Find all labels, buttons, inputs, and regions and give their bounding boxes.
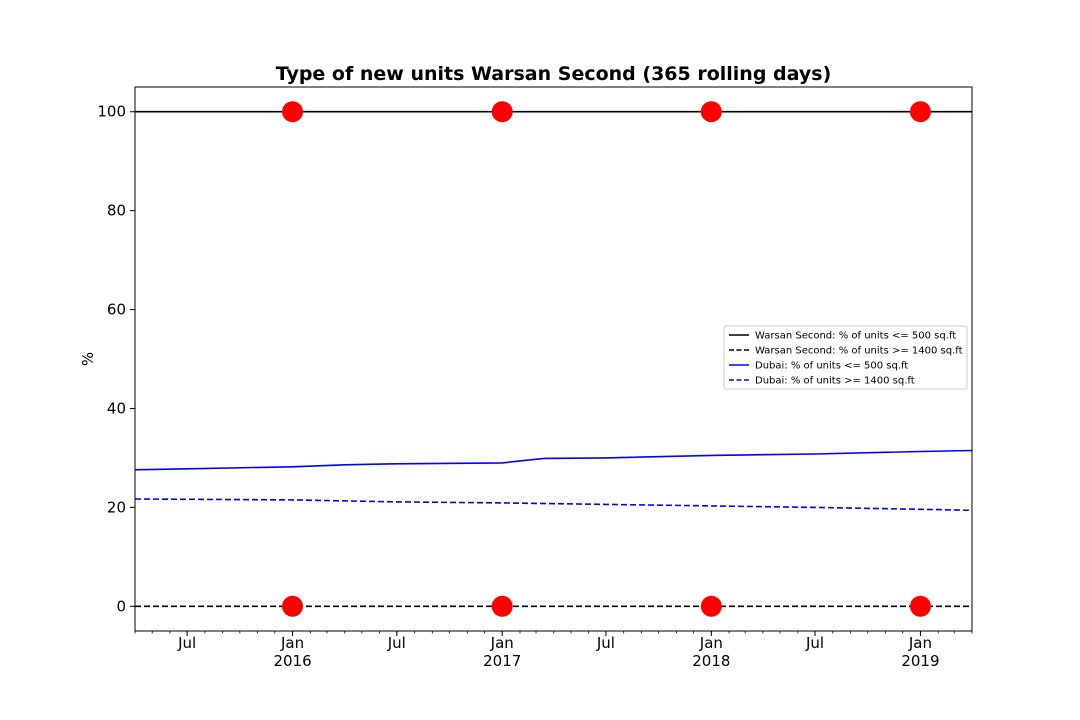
y-tick-label-4: 80 (107, 202, 126, 220)
x-tick-year-5: 2018 (692, 652, 730, 670)
x-tick-label-1: Jan (280, 634, 304, 652)
marker-bottom-2 (700, 595, 722, 617)
x-tick-year-7: 2019 (901, 652, 939, 670)
y-tick-label-2: 40 (107, 399, 126, 417)
y-tick-label-0: 0 (116, 597, 126, 615)
x-tick-label-5: Jan (699, 634, 723, 652)
x-tick-year-3: 2017 (483, 652, 521, 670)
legend-label-2: Dubai: % of units <= 500 sq.ft (755, 361, 908, 372)
x-tick-label-0: Jul (177, 634, 196, 652)
x-tick-label-7: Jan (908, 634, 932, 652)
y-tick-label-3: 60 (107, 301, 126, 319)
series-line-3 (134, 498, 973, 512)
x-tick-label-2: Jul (387, 634, 406, 652)
x-tick-year-1: 2016 (273, 652, 311, 670)
marker-top-3 (909, 101, 931, 123)
series-line-2 (134, 449, 973, 471)
marker-bottom-1 (491, 595, 513, 617)
legend-box (723, 325, 968, 390)
x-tick-label-6: Jul (805, 634, 824, 652)
y-tick-label-5: 100 (97, 103, 126, 121)
marker-top-1 (491, 101, 513, 123)
y-tick-label-1: 20 (107, 498, 126, 516)
legend-label-1: Warsan Second: % of units >= 1400 sq.ft (755, 346, 963, 357)
legend-label-0: Warsan Second: % of units <= 500 sq.ft (755, 331, 956, 342)
x-tick-label-4: Jul (596, 634, 615, 652)
marker-bottom-3 (909, 595, 931, 617)
marker-bottom-0 (282, 595, 304, 617)
marker-top-2 (700, 101, 722, 123)
marker-top-0 (282, 101, 304, 123)
y-axis-label: % (79, 352, 97, 366)
chart-title: Type of new units Warsan Second (365 rol… (276, 63, 832, 85)
x-tick-label-3: Jan (490, 634, 514, 652)
legend-label-3: Dubai: % of units >= 1400 sq.ft (755, 376, 915, 387)
